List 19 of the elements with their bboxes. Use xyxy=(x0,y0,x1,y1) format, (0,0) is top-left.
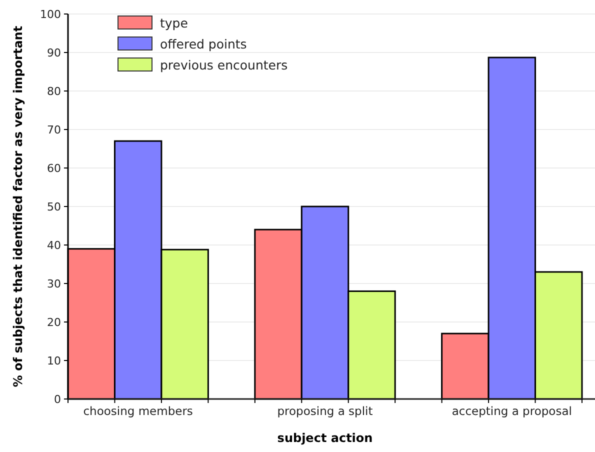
y-tick-label: 20 xyxy=(47,316,61,329)
y-tick-label: 30 xyxy=(47,277,61,290)
legend-label: previous encounters xyxy=(160,57,288,72)
y-tick-label: 80 xyxy=(47,84,61,98)
x-tick-label: choosing members xyxy=(83,404,193,418)
y-tick-label: 70 xyxy=(47,123,61,136)
y-tick-label: 100 xyxy=(40,8,61,21)
y-axis-title: % of subjects that identified factor as very important xyxy=(11,26,25,388)
y-tick-label: 0 xyxy=(54,392,61,406)
x-tick-label: accepting a proposal xyxy=(452,404,572,418)
x-axis-title: subject action xyxy=(277,431,373,445)
legend-label: offered points xyxy=(160,36,247,52)
y-tick-label: 60 xyxy=(47,162,61,175)
x-tick-label: proposing a split xyxy=(277,404,374,418)
y-tick-label: 40 xyxy=(47,238,61,252)
y-tick-label: 50 xyxy=(47,200,61,214)
legend-label: type xyxy=(160,15,188,30)
y-tick-label: 10 xyxy=(47,354,61,368)
y-tick-label: 90 xyxy=(47,46,61,60)
